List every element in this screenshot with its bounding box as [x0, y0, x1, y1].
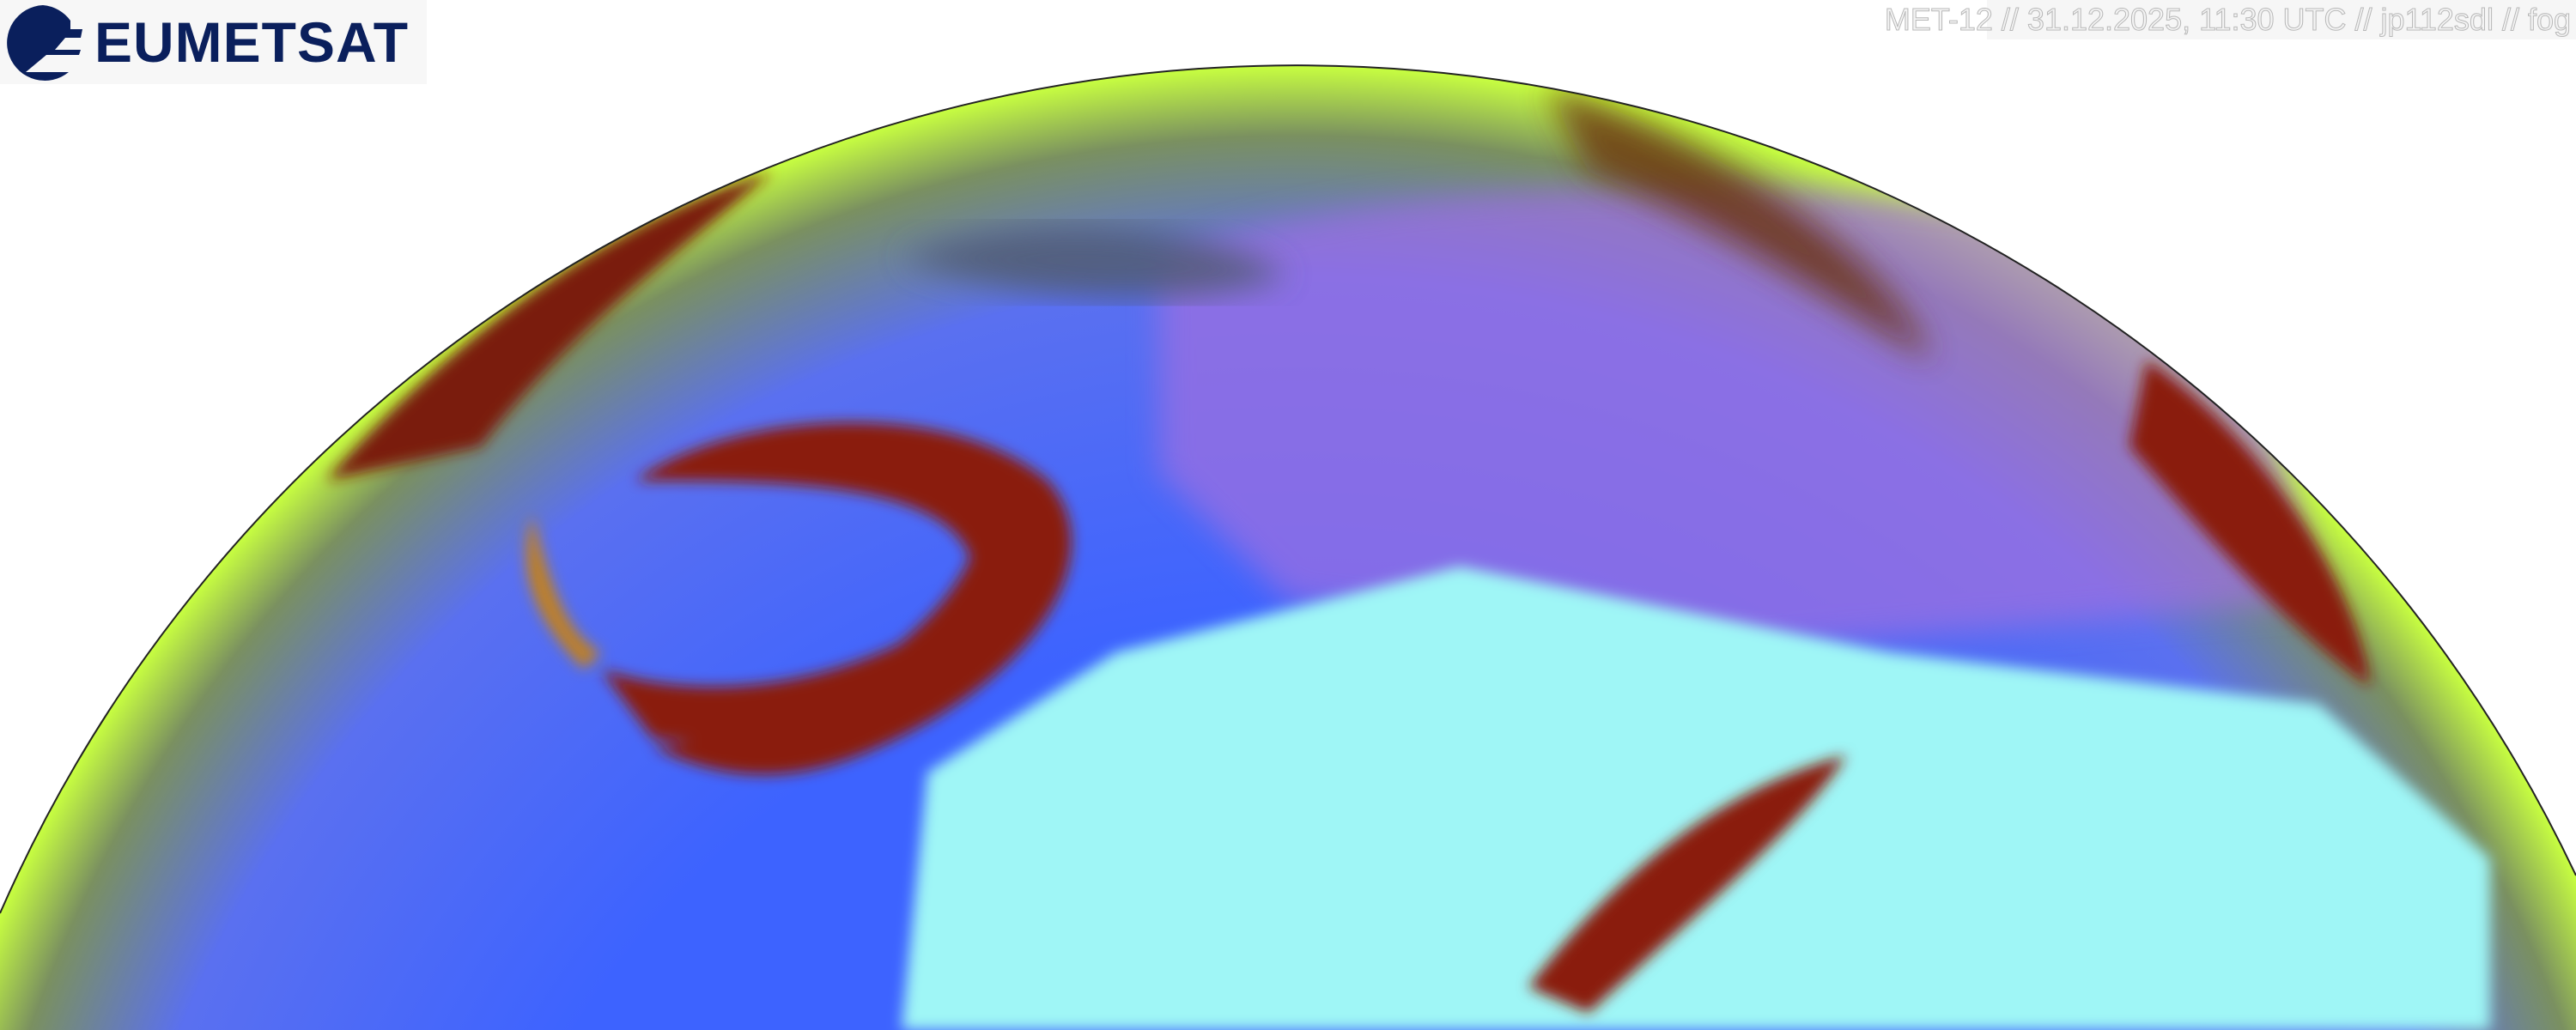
image-caption: MET-12 // 31.12.2025, 11:30 UTC // jp112… — [1884, 0, 2576, 39]
eumetsat-logo: EUMETSAT — [0, 0, 427, 84]
eumetsat-emblem-icon — [7, 5, 82, 81]
disc-outline — [0, 64, 2576, 914]
caption-text: MET-12 // 31.12.2025, 11:30 UTC // jp112… — [1884, 2, 2571, 38]
logo-text: EUMETSAT — [94, 10, 410, 74]
